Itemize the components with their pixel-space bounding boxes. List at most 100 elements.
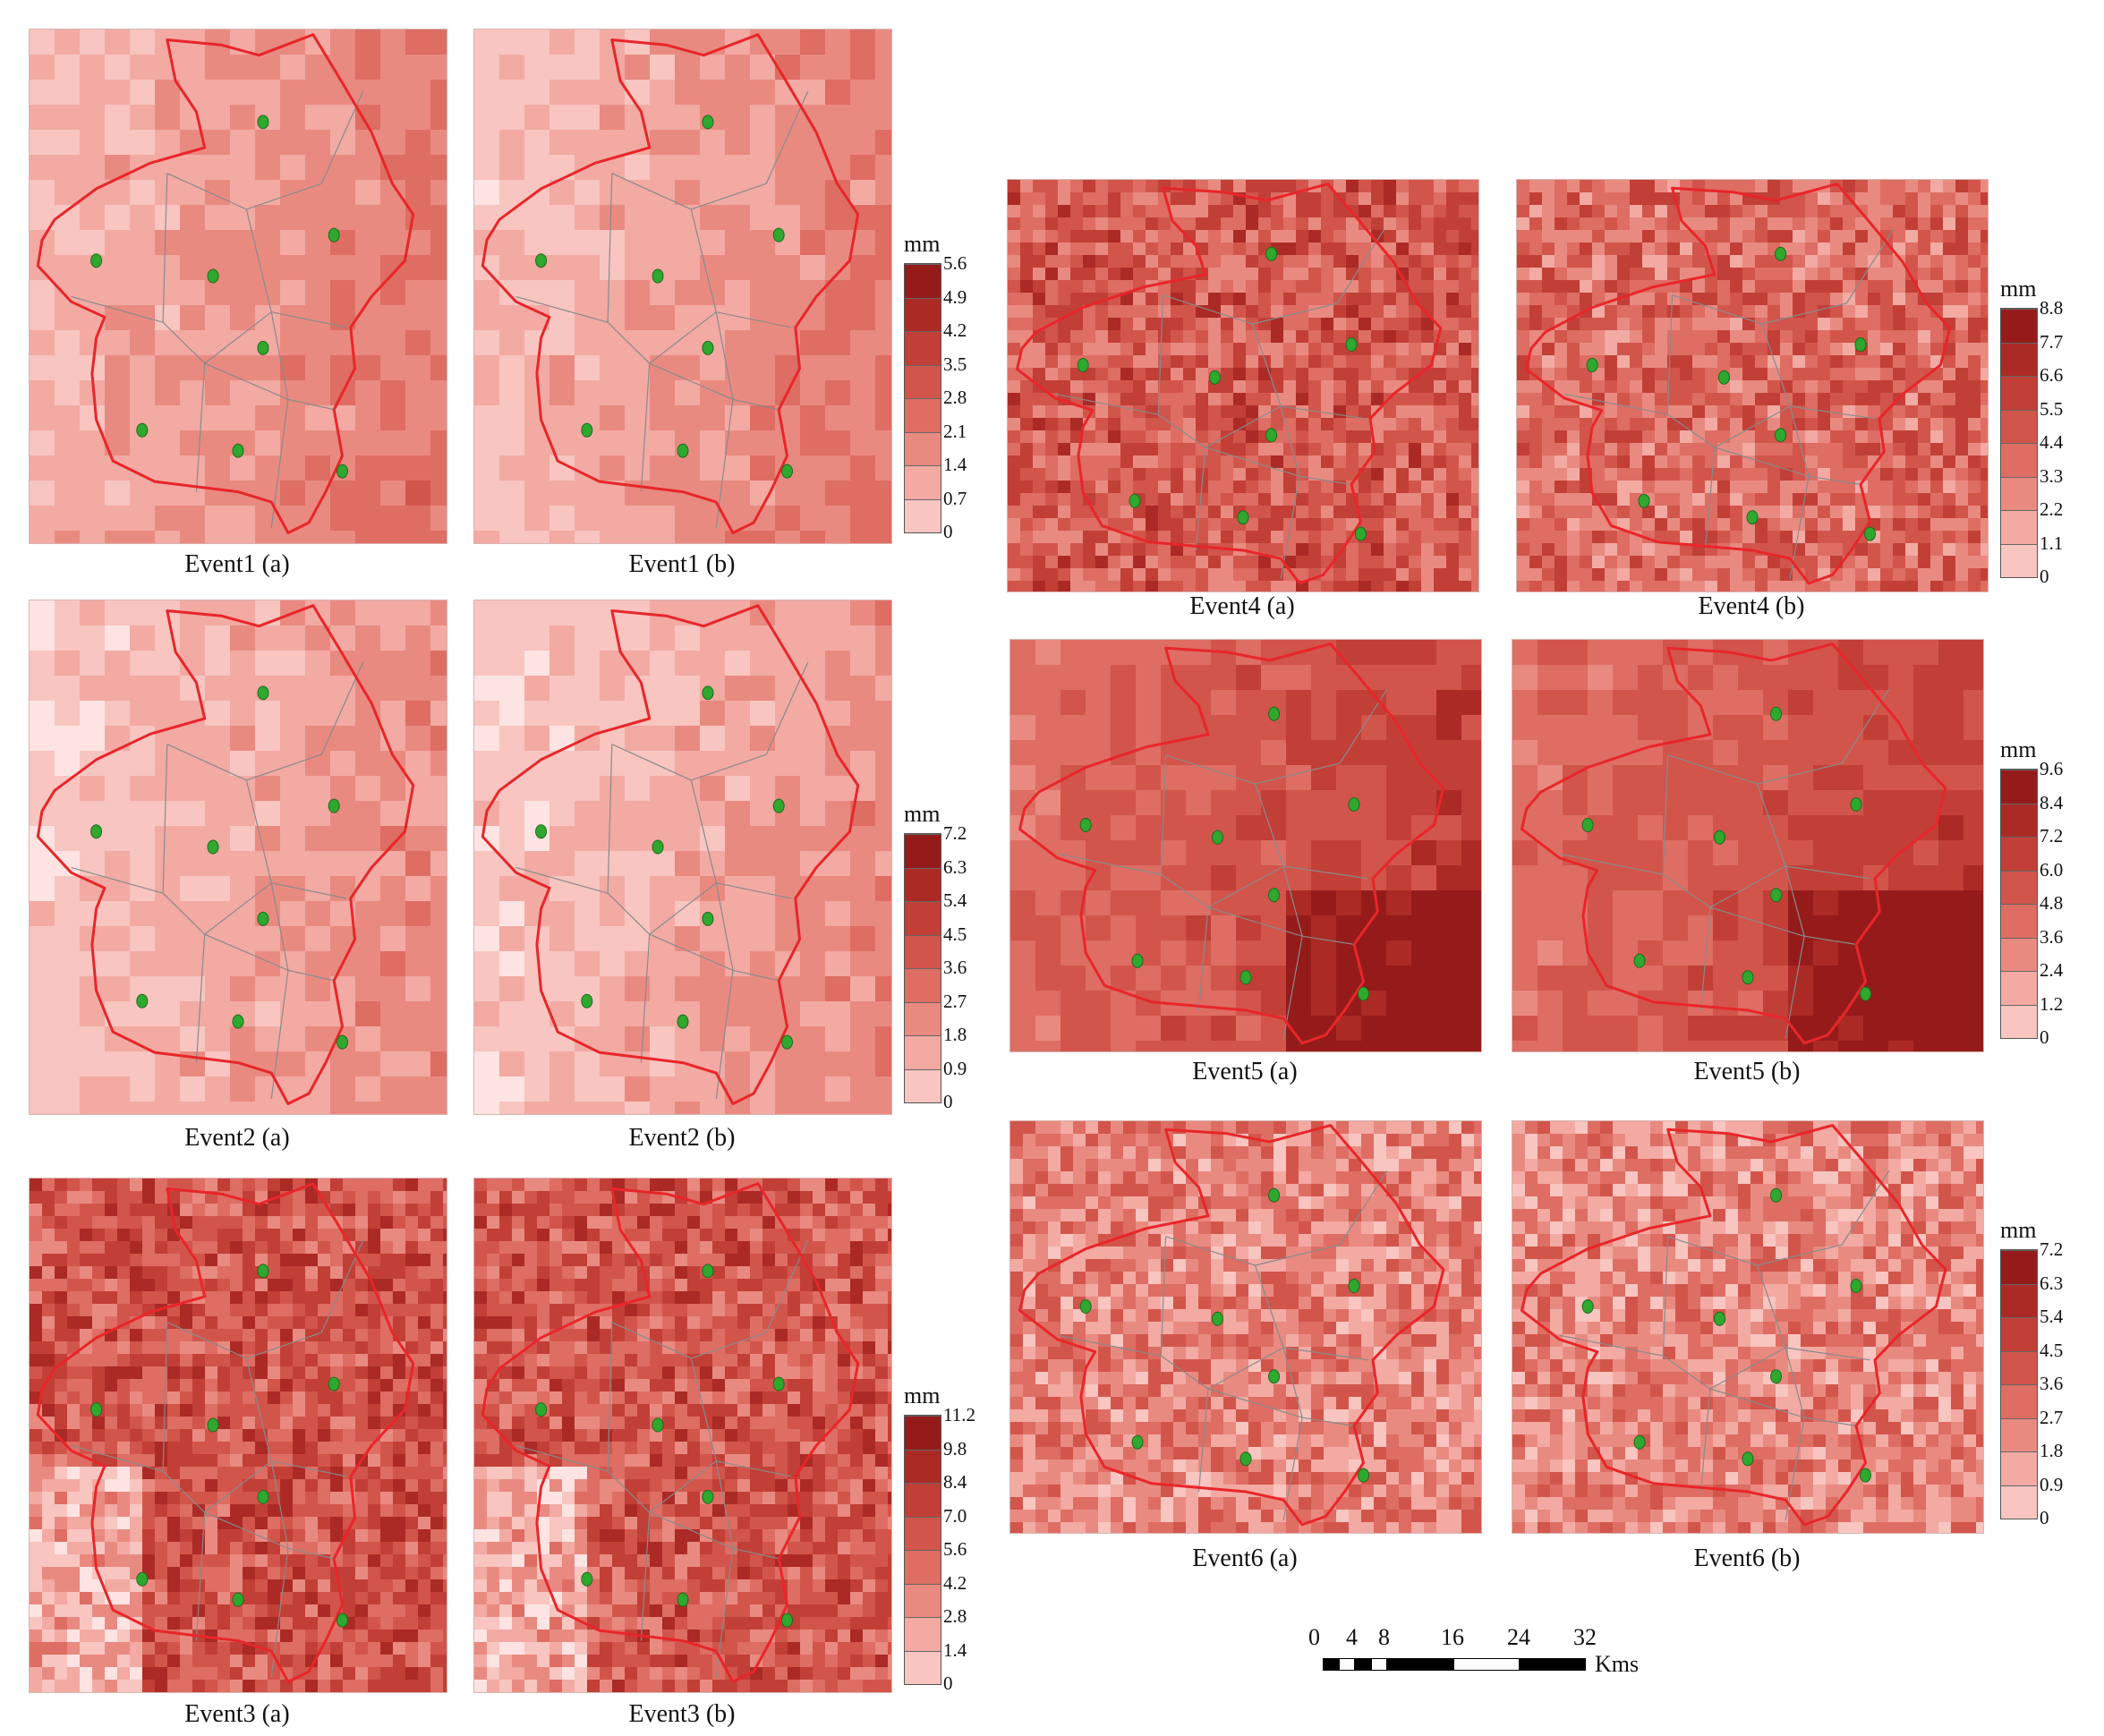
rain-gauge-icon (1713, 1311, 1725, 1326)
rain-gauge-icon (1854, 337, 1867, 352)
legend-swatch (905, 834, 941, 868)
thiessen-line (287, 969, 335, 982)
watershed-boundary (1521, 642, 1947, 1045)
thiessen-line (732, 969, 779, 982)
rain-gauge-icon (232, 1014, 244, 1029)
rain-gauge-icon (1638, 493, 1650, 508)
watershed-boundary (481, 604, 860, 1105)
thiessen-line (1757, 762, 1843, 785)
legend-swatch (905, 331, 941, 365)
rain-gauge-icon (1770, 888, 1783, 903)
legend-label: 7.2 (2040, 825, 2064, 847)
rain-gauge-icon (336, 1034, 348, 1050)
legend-swatch (905, 1035, 941, 1069)
thiessen-line (732, 398, 779, 411)
thiessen-line (716, 1460, 792, 1477)
thiessen-line (607, 1470, 651, 1513)
thiessen-line (1280, 405, 1366, 420)
thiessen-line (1709, 906, 1805, 937)
legend-swatch (2001, 1350, 2037, 1384)
legend-label: 4.2 (943, 1571, 967, 1594)
thiessen-line (1282, 865, 1368, 880)
thiessen-line (1789, 405, 1810, 477)
rain-gauge-icon (1633, 1434, 1646, 1450)
thiessen-line (287, 398, 335, 411)
thiessen-line (716, 882, 792, 899)
legend-swatch (2001, 1004, 2037, 1038)
rain-gauge-icon (1860, 1468, 1871, 1483)
thiessen-line (245, 208, 272, 312)
caption-event2-a: Event2 (a) (184, 1124, 290, 1152)
thiessen-line (1160, 873, 1209, 908)
map-panel-event4-a (1007, 179, 1479, 592)
thiessen-line (246, 183, 322, 210)
rain-gauge-icon (1770, 1187, 1783, 1203)
rain-gauge-icon (677, 1592, 689, 1607)
legend-swatch (2001, 937, 2037, 971)
thiessen-line (1785, 1347, 1870, 1361)
thiessen-line (1207, 906, 1303, 937)
rain-gauge-icon (257, 685, 269, 701)
legend-label: 0.9 (943, 1057, 967, 1079)
legend-label: 2.4 (2040, 959, 2064, 981)
rain-gauge-icon (1237, 510, 1249, 525)
thiessen-line (715, 311, 734, 400)
scale-tick: 32 (1573, 1624, 1597, 1650)
legend-label: 1.4 (943, 1638, 967, 1661)
scale-segment (1371, 1658, 1387, 1671)
rain-gauge-icon (702, 340, 714, 355)
rainfall-raster (474, 1179, 891, 1692)
rain-gauge-icon (1581, 1299, 1594, 1314)
caption-event6-a: Event6 (a) (1192, 1545, 1298, 1572)
rain-gauge-icon (1864, 526, 1876, 541)
thiessen-line (1761, 302, 1847, 325)
legend-label: 1.4 (943, 454, 967, 475)
legend-swatch (2001, 1317, 2037, 1351)
thiessen-line (1057, 853, 1162, 875)
legend-label: 11.2 (943, 1404, 975, 1425)
thiessen-line (1157, 294, 1164, 415)
legend-label: 8.4 (2040, 791, 2064, 813)
rain-gauge-icon (257, 340, 269, 355)
thiessen-line (1302, 935, 1355, 945)
rain-gauge-icon (328, 798, 340, 813)
thiessen-line (515, 295, 609, 323)
legend-label: 7.0 (943, 1504, 967, 1527)
thiessen-line (204, 311, 272, 364)
legend-swatch (905, 1068, 941, 1102)
thiessen-line (1160, 1355, 1209, 1390)
rain-gauge-icon (581, 1571, 593, 1587)
legend-swatch (905, 934, 941, 968)
rain-gauge-icon (1850, 1279, 1862, 1293)
legend-swatch (2001, 1417, 2037, 1451)
thiessen-line (71, 866, 164, 894)
legend-color-bar (2000, 1249, 2038, 1519)
legend-color-bar (904, 263, 941, 533)
legend-label: 8.8 (2040, 297, 2064, 319)
legend-label: 4.5 (2040, 1339, 2064, 1361)
legend-label: 2.7 (943, 990, 967, 1012)
rain-gauge-icon (1713, 830, 1725, 845)
thiessen-line (204, 1460, 272, 1513)
thiessen-line (515, 866, 609, 894)
legend-label: 7.7 (2040, 330, 2064, 353)
rain-gauge-icon (1746, 510, 1759, 525)
legend-unit: mm (904, 231, 941, 257)
legend-color-bar (904, 1415, 941, 1685)
thiessen-line (607, 321, 651, 364)
rain-gauge-icon (781, 1613, 793, 1628)
thiessen-line (690, 1357, 717, 1461)
thiessen-line (691, 753, 767, 781)
legend-label: 0 (943, 521, 953, 542)
thiessen-line (1165, 1236, 1256, 1266)
thiessen-line (1662, 754, 1669, 875)
watershed-boundary (36, 33, 415, 534)
legend-swatch (905, 1516, 941, 1550)
thiessen-line (246, 753, 322, 781)
thiessen-line (649, 933, 734, 971)
legend-swatch (2001, 1451, 2037, 1485)
thiessen-line (1699, 906, 1711, 1011)
legend-label: 9.8 (943, 1437, 967, 1459)
rain-gauge-icon (1265, 428, 1278, 443)
legend-swatch (2001, 476, 2037, 510)
